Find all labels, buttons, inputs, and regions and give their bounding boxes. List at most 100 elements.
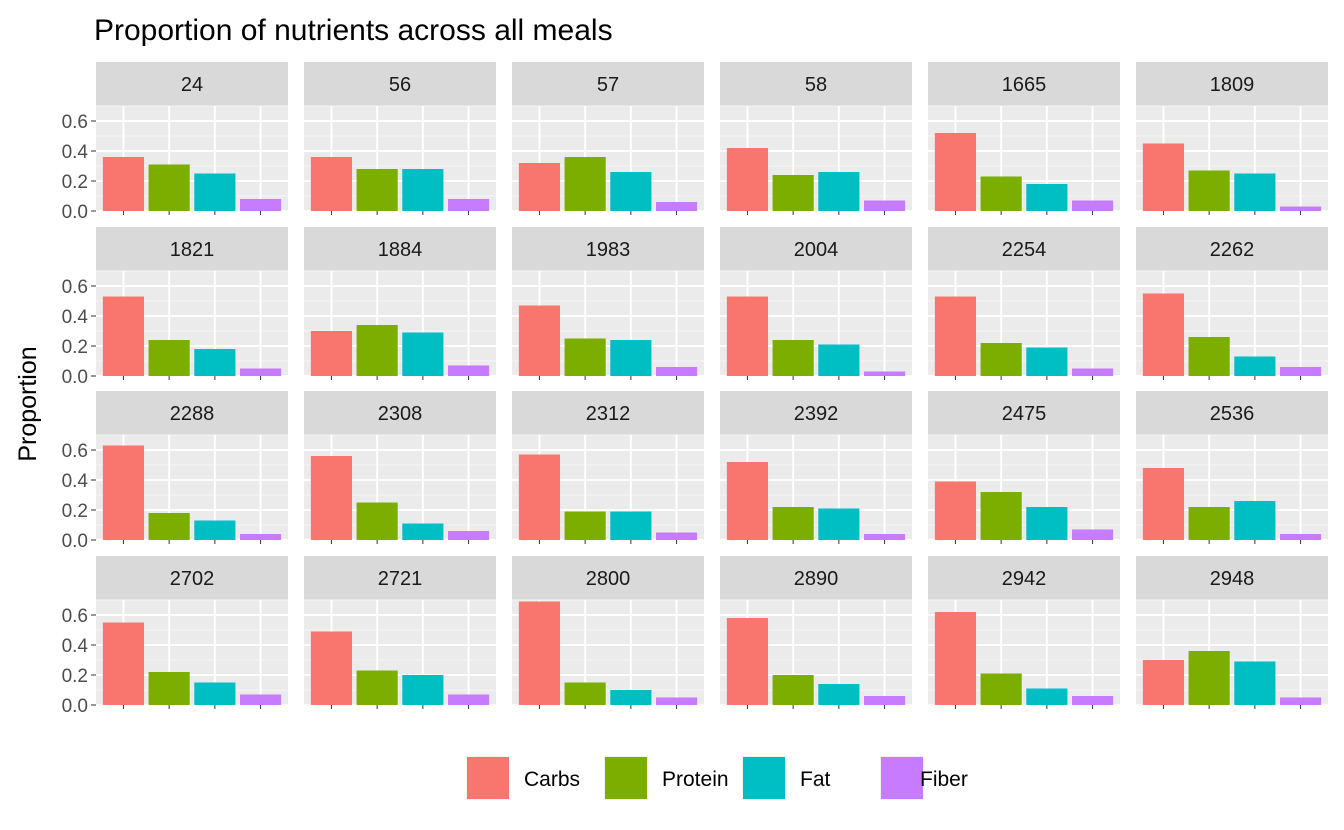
bar-fat <box>1234 356 1276 376</box>
bar-fiber <box>1072 200 1114 211</box>
bar-fiber <box>864 200 906 211</box>
bar-carbs <box>518 305 560 376</box>
bar-protein <box>980 492 1022 540</box>
bar-fat <box>818 684 860 705</box>
y-tick-label: 0.0 <box>62 202 88 223</box>
facet-strip <box>512 227 704 271</box>
facet-strip-label: 2800 <box>586 568 631 590</box>
bar-fat <box>818 508 860 540</box>
bar-protein <box>1188 337 1230 376</box>
bar-carbs <box>518 601 560 705</box>
facet-panel: 1809 <box>1136 62 1328 215</box>
legend-label: Carbs <box>524 768 580 791</box>
facet-strip-label: 2890 <box>794 568 839 590</box>
bar-carbs <box>518 454 560 540</box>
bar-fat <box>194 173 236 211</box>
y-tick-label: 0.6 <box>62 441 88 462</box>
bar-carbs <box>310 157 352 211</box>
facet-panel: 2262 <box>1136 227 1328 380</box>
bar-fat <box>610 511 652 540</box>
facet-panels: 24 0.0 0.2 0.4 0.6 56 57 58 1665 1809 1821 0.0 0.2 0.… <box>62 62 1328 717</box>
facet-strip-label: 2312 <box>586 403 631 425</box>
bar-protein <box>1188 170 1230 211</box>
facet-strip <box>304 62 496 106</box>
bar-fiber <box>448 531 490 540</box>
facet-strip-label: 1665 <box>1002 74 1047 96</box>
chart-title: Proportion of nutrients across all meals <box>94 14 613 47</box>
facet-panel: 2254 <box>928 227 1120 380</box>
bar-fiber <box>1280 367 1322 376</box>
facet-panel: 1821 0.0 0.2 0.4 0.6 <box>62 227 288 388</box>
bar-fiber <box>448 365 490 376</box>
bar-carbs <box>934 481 976 540</box>
y-tick-label: 0.2 <box>62 666 88 687</box>
bar-fat <box>402 169 444 211</box>
bar-carbs <box>726 618 768 705</box>
bar-fat <box>1234 173 1276 211</box>
y-tick-label: 0.4 <box>62 307 89 328</box>
facet-strip-label: 2536 <box>1210 403 1255 425</box>
facet-panel: 24 0.0 0.2 0.4 0.6 <box>62 62 288 223</box>
facet-panel: 2721 <box>304 556 496 709</box>
y-tick-label: 0.4 <box>62 471 89 492</box>
bar-protein <box>980 176 1022 211</box>
facet-strip-label: 1884 <box>378 239 423 261</box>
y-tick-label: 0.4 <box>62 142 89 163</box>
bar-fiber <box>240 199 282 211</box>
bar-fiber <box>864 696 906 705</box>
bar-fiber <box>240 368 282 376</box>
bar-protein <box>564 157 606 211</box>
bar-carbs <box>102 157 144 211</box>
facet-panel: 2288 0.0 0.2 0.4 0.6 <box>62 391 288 552</box>
legend-swatch-carbs <box>467 757 509 799</box>
bar-carbs <box>1142 660 1184 705</box>
bar-fiber <box>1072 696 1114 705</box>
facet-panel: 57 <box>512 62 704 215</box>
bar-protein <box>772 340 814 376</box>
y-tick-label: 0.2 <box>62 501 88 522</box>
bar-protein <box>772 507 814 540</box>
facet-strip-label: 1809 <box>1210 74 1255 96</box>
facet-panel: 2004 <box>720 227 912 380</box>
facet-strip-label: 2948 <box>1210 568 1255 590</box>
facet-strip-label: 2475 <box>1002 403 1047 425</box>
y-axis-label: Proportion <box>14 346 42 461</box>
bar-fat <box>1026 184 1068 211</box>
bar-protein <box>772 675 814 705</box>
facet-strip-label: 2004 <box>794 239 839 261</box>
legend-item: Carbs <box>466 756 580 800</box>
y-tick-label: 0.0 <box>62 696 88 717</box>
facet-strip <box>720 62 912 106</box>
facet-strip <box>512 556 704 600</box>
facet-strip-label: 2288 <box>170 403 215 425</box>
bar-fat <box>1026 507 1068 540</box>
facet-strip <box>96 556 288 600</box>
bar-carbs <box>1142 293 1184 376</box>
bar-carbs <box>310 631 352 705</box>
facet-panel: 2702 0.0 0.2 0.4 0.6 <box>62 556 288 717</box>
y-tick-label: 0.0 <box>62 531 88 552</box>
facet-panel: 1884 <box>304 227 496 380</box>
legend-label: Fiber <box>920 768 968 791</box>
facet-strip-label: 24 <box>181 74 203 96</box>
bar-protein <box>356 169 398 211</box>
bar-fat <box>194 520 236 540</box>
facet-panel: 2312 <box>512 391 704 544</box>
facet-strip-label: 57 <box>597 74 619 96</box>
facet-strip-label: 2308 <box>378 403 423 425</box>
bar-fat <box>610 690 652 705</box>
bar-fiber <box>240 534 282 540</box>
bar-carbs <box>310 331 352 376</box>
bar-carbs <box>1142 143 1184 211</box>
facet-strip-label: 56 <box>389 74 411 96</box>
facet-strip-label: 2942 <box>1002 568 1047 590</box>
legend-swatch-protein <box>605 757 647 799</box>
bar-protein <box>564 511 606 540</box>
bar-fiber <box>656 367 698 376</box>
bar-fat <box>402 332 444 376</box>
bar-fiber <box>1280 534 1322 540</box>
facet-strip <box>928 62 1120 106</box>
y-tick-label: 0.6 <box>62 606 88 627</box>
facet-strip-label: 58 <box>805 74 827 96</box>
bar-fat <box>1234 661 1276 705</box>
